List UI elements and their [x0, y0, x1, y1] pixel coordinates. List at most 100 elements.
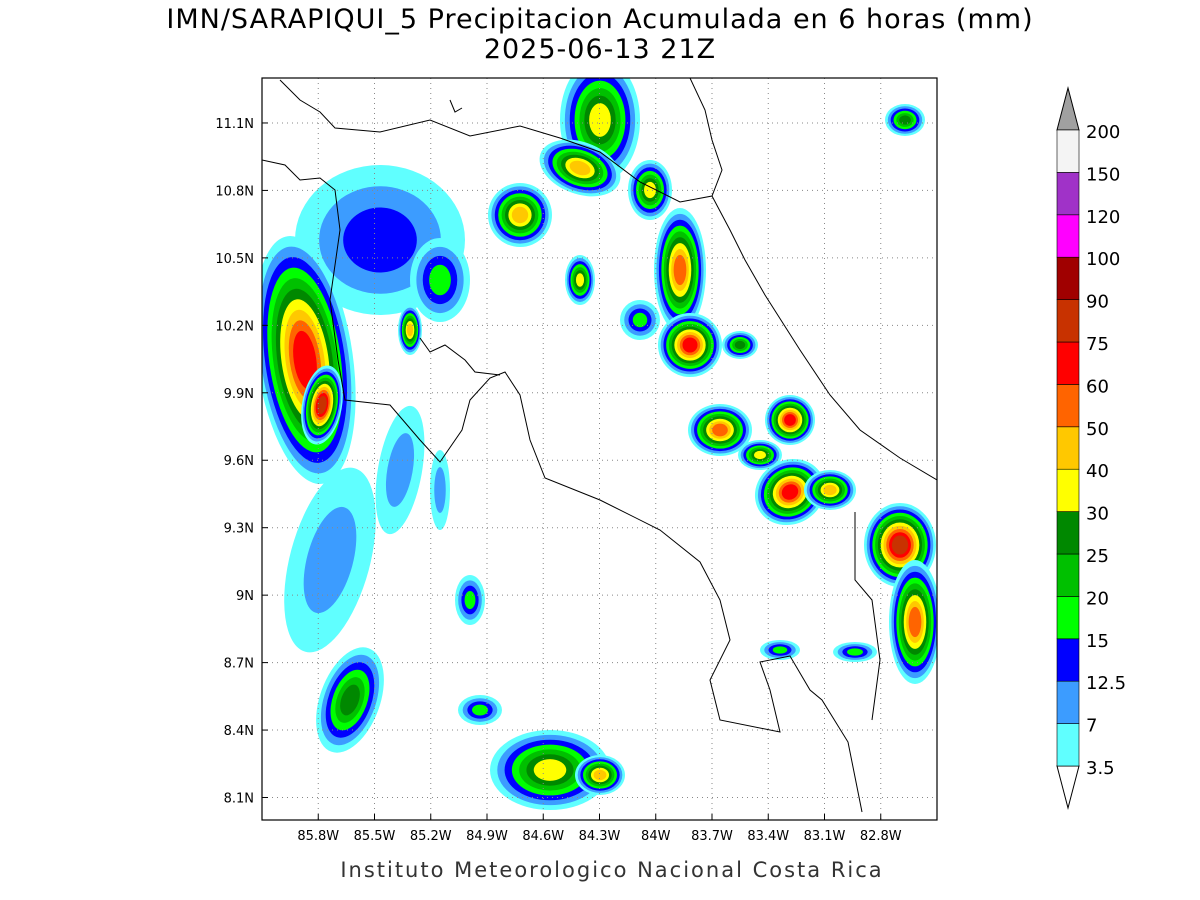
coastline	[279, 78, 723, 203]
precip-contour	[406, 323, 414, 337]
precip-contour	[511, 206, 529, 224]
colorbar-label: 12.5	[1086, 673, 1126, 694]
colorbar-label: 200	[1086, 122, 1120, 143]
precip-contour	[682, 337, 698, 353]
precip-contour	[575, 273, 585, 287]
colorbar-bin	[1056, 596, 1080, 640]
x-tick-label: 83.4W	[747, 829, 789, 844]
coastline	[262, 159, 863, 813]
precip-contour	[908, 606, 922, 638]
colorbar-label: 150	[1086, 164, 1120, 185]
y-tick-label: 11.1N	[215, 117, 254, 132]
coastline	[449, 99, 463, 113]
colorbar-label: 50	[1086, 419, 1109, 440]
x-tick-label: 83.1W	[804, 829, 846, 844]
colorbar-bin	[1056, 426, 1080, 470]
precip-contour	[593, 769, 607, 781]
colorbar-bin	[1056, 680, 1080, 724]
y-tick-label: 9.6N	[224, 454, 254, 469]
map-title: IMN/SARAPIQUI_5 Precipitacion Acumulada …	[166, 4, 1033, 35]
precip-contour	[772, 646, 788, 654]
border	[854, 512, 881, 721]
colorbar-bin	[1056, 511, 1080, 555]
precip-contour	[533, 759, 567, 781]
y-tick-label: 9.9N	[224, 387, 254, 402]
precip-contour	[899, 115, 911, 125]
colorbar-label: 100	[1086, 249, 1120, 270]
colorbar-label: 120	[1086, 207, 1120, 228]
colorbar-label: 3.5	[1086, 758, 1115, 779]
precip-contour	[781, 484, 799, 500]
precip-contour	[569, 160, 591, 176]
precip-contour	[784, 414, 796, 426]
colorbar-label: 90	[1086, 292, 1109, 313]
colorbar-label: 15	[1086, 631, 1109, 652]
coastlines	[262, 78, 937, 813]
precip-contour	[847, 648, 863, 656]
colorbar-over	[1056, 86, 1080, 131]
colorbar: 3.5 7 12.5 15 20 25 30 40 50 60 75 90 100 120 150 200	[1056, 86, 1126, 810]
precip-contour	[712, 423, 728, 437]
x-tick-label: 84.6W	[522, 829, 564, 844]
colorbar-label: 25	[1086, 546, 1109, 567]
y-tick-label: 8.7N	[224, 657, 254, 672]
y-tick-label: 10.2N	[215, 319, 254, 334]
colorbar-bin	[1056, 638, 1080, 682]
colorbar-under	[1056, 765, 1080, 810]
precip-contour	[429, 264, 451, 296]
colorbar-bin	[1056, 256, 1080, 300]
precip-contour	[434, 467, 446, 513]
colorbar-bin	[1056, 129, 1080, 173]
colorbar-bin	[1056, 214, 1080, 258]
colorbar-bin	[1056, 172, 1080, 216]
y-tick-label: 9.3N	[224, 522, 254, 537]
x-tick-label: 82.8W	[860, 829, 902, 844]
x-tick-label: 84.3W	[579, 829, 621, 844]
y-tick-label: 10.5N	[215, 252, 254, 267]
precip-contour	[589, 103, 611, 137]
precip-contour	[303, 506, 357, 614]
map-frame	[261, 77, 938, 821]
footer: Instituto Meteorologico Nacional Costa R…	[340, 858, 883, 882]
colorbar-label: 30	[1086, 504, 1109, 525]
precip-contour	[340, 684, 360, 716]
colorbar-bin	[1056, 723, 1080, 767]
x-tick-label: 84.9W	[466, 829, 508, 844]
precip-field	[262, 78, 937, 810]
colorbar-bin	[1056, 341, 1080, 385]
precip-contour	[673, 254, 687, 286]
precip-contour	[823, 484, 837, 496]
colorbar-bin	[1056, 468, 1080, 512]
y-tick-label: 8.1N	[224, 792, 254, 807]
precip-contour	[343, 207, 417, 273]
precip-contour	[632, 312, 648, 328]
y-tick-label: 10.8N	[215, 184, 254, 199]
coastline	[711, 195, 937, 481]
y-tick-label: 9N	[236, 589, 254, 604]
x-tick-label: 85.8W	[297, 829, 339, 844]
precip-contour	[464, 590, 476, 610]
colorbar-bin	[1056, 553, 1080, 597]
y-tick-label: 8.4N	[224, 724, 254, 739]
precip-contour	[734, 340, 746, 350]
colorbar-bin	[1056, 384, 1080, 428]
precip-contour	[891, 535, 909, 555]
colorbar-label: 40	[1086, 461, 1109, 482]
colorbar-label: 20	[1086, 588, 1109, 609]
colorbar-label: 7	[1086, 716, 1097, 737]
precip-contour	[317, 396, 327, 414]
colorbar-label: 75	[1086, 334, 1109, 355]
precip-contour	[472, 704, 488, 716]
x-tick-label: 84W	[641, 829, 671, 844]
colorbar-bin	[1056, 299, 1080, 343]
grid: 85.8W 85.5W 85.2W 84.9W 84.6W 84.3W 84W 83.7W 83…	[215, 78, 937, 844]
colorbar-label: 60	[1086, 376, 1109, 397]
x-tick-label: 83.7W	[691, 829, 733, 844]
x-tick-label: 85.2W	[410, 829, 452, 844]
precip-contour	[385, 433, 415, 507]
map-subtitle: 2025-06-13 21Z	[484, 34, 716, 65]
precip-contour	[644, 181, 656, 199]
